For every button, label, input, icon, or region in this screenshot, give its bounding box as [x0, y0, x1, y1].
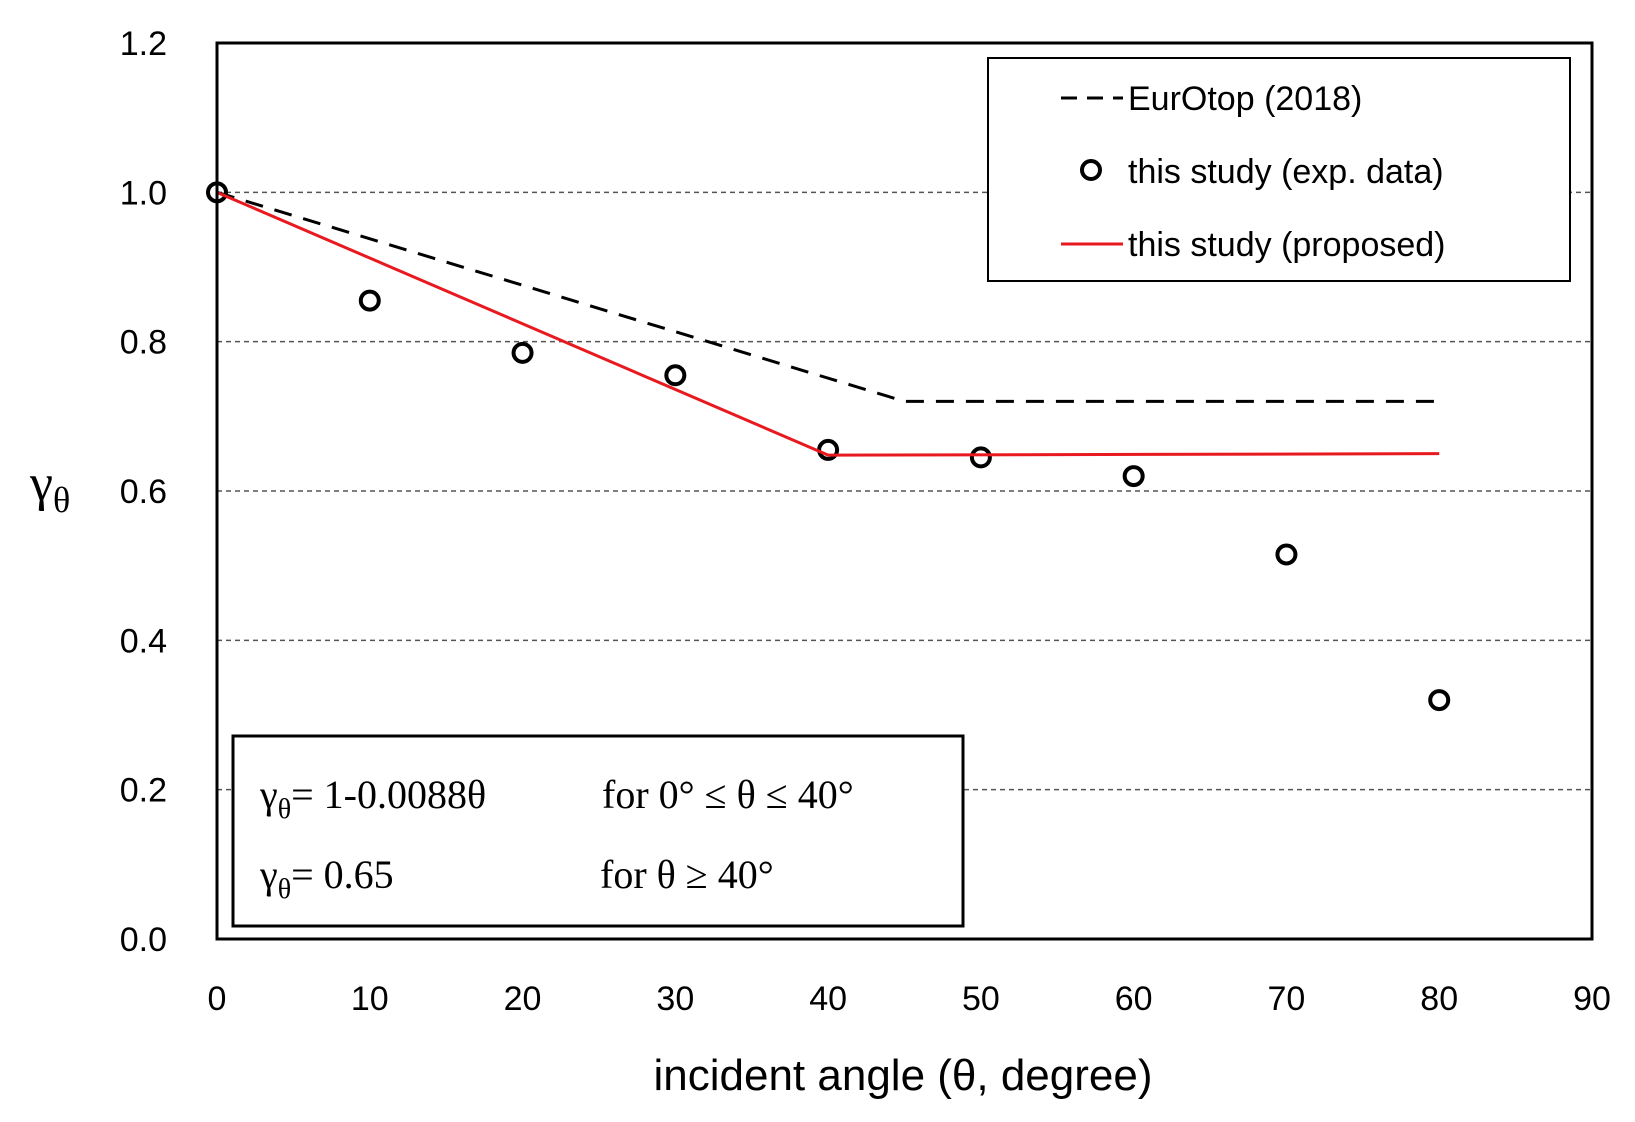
- y-tick-label: 0.2: [120, 772, 167, 810]
- plot-area-frame: [215, 41, 1594, 941]
- equation-box-frame: [231, 734, 965, 928]
- y-tick-label: 1.2: [120, 25, 167, 63]
- data-point-exp: [1275, 543, 1298, 566]
- y-tick-label: 1.0: [120, 174, 167, 212]
- y-axis-title-symbol: γ: [29, 455, 53, 512]
- x-tick-label: 50: [962, 980, 1000, 1018]
- equation-line-2: γθ= 0.65: [259, 852, 394, 905]
- equation-box: γθ= 1-0.0088θ for 0° ≤ θ ≤ 40° γθ= 0.65 …: [231, 734, 965, 928]
- grid-lines: [217, 191, 1592, 791]
- x-tick-label: 60: [1115, 980, 1153, 1018]
- equation-2-condition: for θ ≥ 40°: [600, 852, 774, 897]
- equation-1-subscript: θ: [278, 794, 291, 825]
- legend-label-exp-data: this study (exp. data): [1128, 153, 1444, 191]
- y-tick-label: 0.6: [120, 473, 167, 511]
- legend-label-eurotop: EurOtop (2018): [1128, 80, 1362, 118]
- x-tick-label: 80: [1420, 980, 1458, 1018]
- x-tick-label: 30: [656, 980, 694, 1018]
- legend: EurOtop (2018) this study (exp. data) th…: [987, 57, 1571, 282]
- tick-labels: 0 10 20 30 40 50 60 70 80 90 0.0 0.2 0.4 0.6 0.8 1.0 1.2: [120, 25, 1611, 1018]
- equation-1-condition: for 0° ≤ θ ≤ 40°: [602, 772, 854, 817]
- equation-2-subscript: θ: [278, 874, 291, 905]
- x-tick-label: 0: [208, 980, 227, 1018]
- y-tick-label: 0.0: [120, 921, 167, 959]
- equation-2-formula: = 0.65: [291, 852, 394, 897]
- data-point-exp: [969, 446, 992, 469]
- x-tick-label: 40: [809, 980, 847, 1018]
- legend-label-proposed: this study (proposed): [1128, 226, 1446, 264]
- data-point-exp: [358, 289, 381, 312]
- y-axis-title-subscript: θ: [53, 480, 70, 520]
- data-point-exp: [664, 364, 687, 387]
- x-tick-label: 20: [504, 980, 542, 1018]
- data-point-exp: [1428, 689, 1451, 712]
- x-tick-label: 90: [1573, 980, 1611, 1018]
- legend-swatch-exp-data: [1080, 159, 1102, 181]
- x-tick-label: 70: [1268, 980, 1306, 1018]
- y-axis-title: γθ: [29, 455, 70, 520]
- equation-1-formula: = 1-0.0088θ: [291, 772, 486, 817]
- series-line-proposed: [216, 190, 1440, 457]
- y-tick-label: 0.4: [120, 622, 167, 660]
- equation-2-symbol: γ: [259, 852, 278, 897]
- y-tick-label: 0.8: [120, 324, 167, 362]
- x-tick-label: 10: [351, 980, 389, 1018]
- x-axis-title: incident angle (θ, degree): [654, 1051, 1153, 1100]
- data-point-exp: [1122, 465, 1145, 488]
- equation-1-symbol: γ: [259, 772, 278, 817]
- series-layer: [206, 181, 1451, 712]
- data-point-exp: [511, 341, 534, 364]
- equation-line-1: γθ= 1-0.0088θ: [259, 772, 486, 825]
